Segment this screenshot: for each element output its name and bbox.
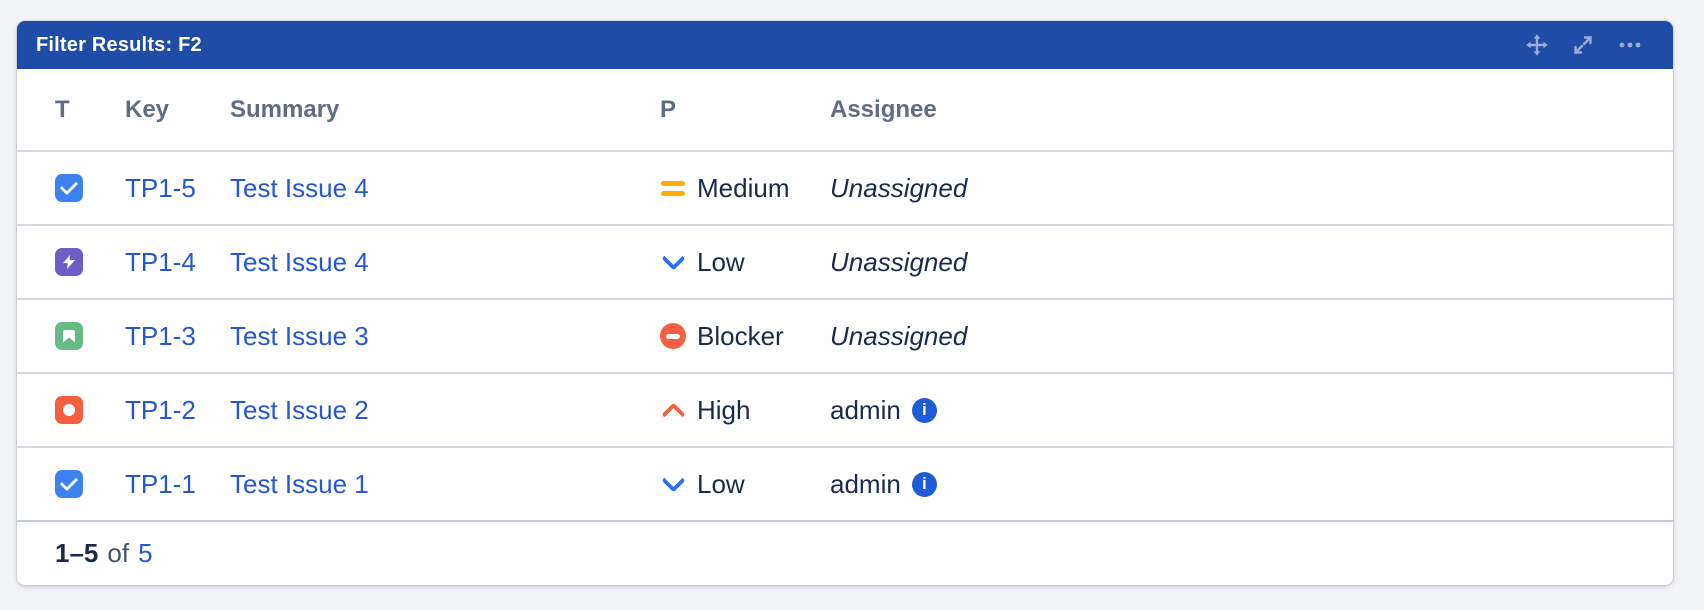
issue-type-task-icon (55, 174, 83, 202)
table-row: TP1-2 Test Issue 2 High admin i (17, 372, 1673, 446)
priority-label: Low (697, 468, 745, 499)
gadget-title: Filter Results: F2 (36, 33, 202, 56)
priority-label: High (697, 394, 751, 425)
pagination-range: 1–5 (55, 537, 99, 568)
issue-type-bug-icon (55, 396, 83, 424)
table-row: TP1-4 Test Issue 4 Low Unassigned i (17, 224, 1673, 298)
issue-key-link[interactable]: TP1-4 (125, 246, 196, 277)
table-row: TP1-5 Test Issue 4 Medium Unassigned i (17, 150, 1673, 224)
column-header-type[interactable]: T (55, 95, 70, 123)
column-header-key[interactable]: Key (125, 95, 170, 123)
pagination-total-link[interactable]: 5 (138, 537, 153, 568)
issue-summary-link[interactable]: Test Issue 4 (230, 172, 369, 203)
priority-high-icon (660, 397, 686, 423)
assignee-cell: admin i (830, 395, 1673, 426)
priority-label: Blocker (697, 320, 784, 351)
issue-type-story-icon (55, 322, 83, 350)
priority-blocker-icon (660, 323, 686, 349)
column-header-assignee[interactable]: Assignee (830, 95, 937, 123)
gadget-header: Filter Results: F2 (17, 21, 1673, 69)
issue-key-link[interactable]: TP1-1 (125, 468, 196, 499)
issue-summary-link[interactable]: Test Issue 1 (230, 468, 369, 499)
filter-results-gadget: Filter Results: F2 T Key Summary P Assig… (17, 21, 1673, 585)
assignee-name: Unassigned (830, 320, 968, 351)
issue-key-link[interactable]: TP1-5 (125, 172, 196, 203)
pagination-bar: 1–5 of 5 (17, 520, 1673, 584)
column-header-summary[interactable]: Summary (230, 95, 340, 123)
assignee-name: Unassigned (830, 172, 968, 203)
table-row: TP1-3 Test Issue 3 Blocker Unassigned i (17, 298, 1673, 372)
table-row: TP1-1 Test Issue 1 Low admin i (17, 446, 1673, 520)
priority-low-icon (660, 249, 686, 275)
issue-key-link[interactable]: TP1-3 (125, 320, 196, 351)
expand-icon[interactable] (1571, 33, 1595, 57)
assignee-cell: admin i (830, 469, 1673, 500)
column-header-priority[interactable]: P (660, 95, 677, 123)
table-header-row: T Key Summary P Assignee (17, 69, 1673, 150)
info-icon[interactable]: i (911, 397, 937, 423)
assignee-cell: Unassigned i (830, 321, 1673, 352)
priority-label: Low (697, 246, 745, 277)
assignee-name: admin (830, 468, 901, 499)
info-icon[interactable]: i (911, 471, 937, 497)
move-icon[interactable] (1525, 33, 1549, 57)
issue-summary-link[interactable]: Test Issue 3 (230, 320, 369, 351)
priority-medium-icon (660, 175, 686, 201)
gadget-header-actions (1525, 33, 1643, 57)
issue-key-link[interactable]: TP1-2 (125, 394, 196, 425)
assignee-cell: Unassigned i (830, 173, 1673, 204)
issue-summary-link[interactable]: Test Issue 2 (230, 394, 369, 425)
issue-type-task-icon (55, 470, 83, 498)
issue-type-epic-icon (55, 248, 83, 276)
priority-low-icon (660, 471, 686, 497)
pagination-of-label: of (107, 537, 130, 568)
issue-summary-link[interactable]: Test Issue 4 (230, 246, 369, 277)
more-icon[interactable] (1617, 33, 1643, 57)
priority-label: Medium (697, 172, 790, 203)
assignee-name: Unassigned (830, 246, 968, 277)
assignee-cell: Unassigned i (830, 247, 1673, 278)
assignee-name: admin (830, 394, 901, 425)
